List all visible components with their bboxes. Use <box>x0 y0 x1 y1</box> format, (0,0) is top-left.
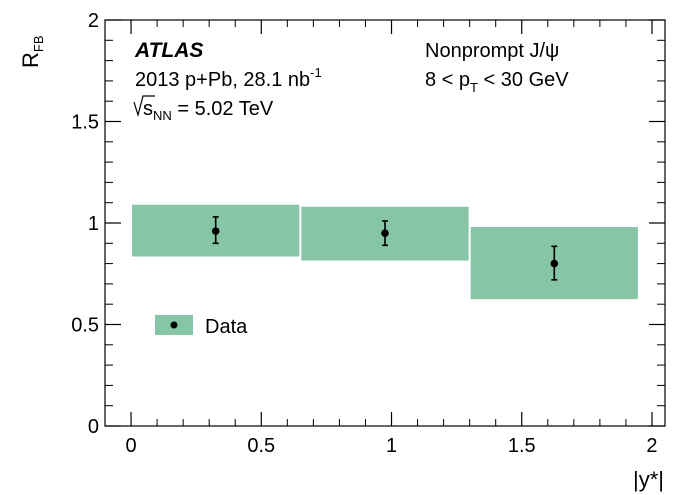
y-axis-label-sub: FB <box>31 35 46 52</box>
y-axis-label: RFB <box>18 35 46 68</box>
legend-marker <box>171 322 178 329</box>
data-point-3 <box>551 260 559 268</box>
dataset-sup: -1 <box>310 65 322 80</box>
process-label: Nonprompt J/ψ <box>425 40 559 62</box>
dataset-text: 2013 p+Pb, 28.1 nb <box>135 69 310 91</box>
x-tick-label-4: 2 <box>646 435 657 457</box>
pt-post: < 30 GeV <box>478 69 569 91</box>
energy-text: = 5.02 TeV <box>172 98 274 120</box>
y-axis-label-main: R <box>18 52 43 68</box>
y-tick-label-0: 0 <box>88 416 99 438</box>
pt-range-label: 8 < pT < 30 GeV <box>425 69 569 95</box>
y-tick-label-2: 1 <box>88 213 99 235</box>
x-tick-label-1: 0.5 <box>247 435 275 457</box>
data-point-2 <box>381 229 389 237</box>
pt-pre: 8 < p <box>425 69 470 91</box>
x-axis-label: |y*| <box>633 467 664 492</box>
y-tick-label-1: 0.5 <box>71 315 99 337</box>
bands-layer <box>132 205 638 299</box>
x-tick-label-3: 1.5 <box>508 435 536 457</box>
energy-sym: s <box>143 98 153 120</box>
pt-sub: T <box>470 80 478 95</box>
atlas-label: ATLAS <box>134 39 203 62</box>
legend-label: Data <box>205 316 248 338</box>
energy-label: sNN = 5.02 TeV <box>134 96 274 123</box>
dataset-label: 2013 p+Pb, 28.1 nb-1 <box>135 65 322 91</box>
legend: Data <box>155 315 248 338</box>
x-tick-label-0: 0 <box>125 435 136 457</box>
y-tick-label-4: 2 <box>88 10 99 32</box>
data-point-1 <box>212 227 220 235</box>
y-tick-label-3: 1.5 <box>71 112 99 134</box>
x-tick-label-2: 1 <box>386 435 397 457</box>
energy-sub: NN <box>153 108 172 123</box>
svg-text:sNN = 5.02 TeV: sNN = 5.02 TeV <box>143 98 274 123</box>
